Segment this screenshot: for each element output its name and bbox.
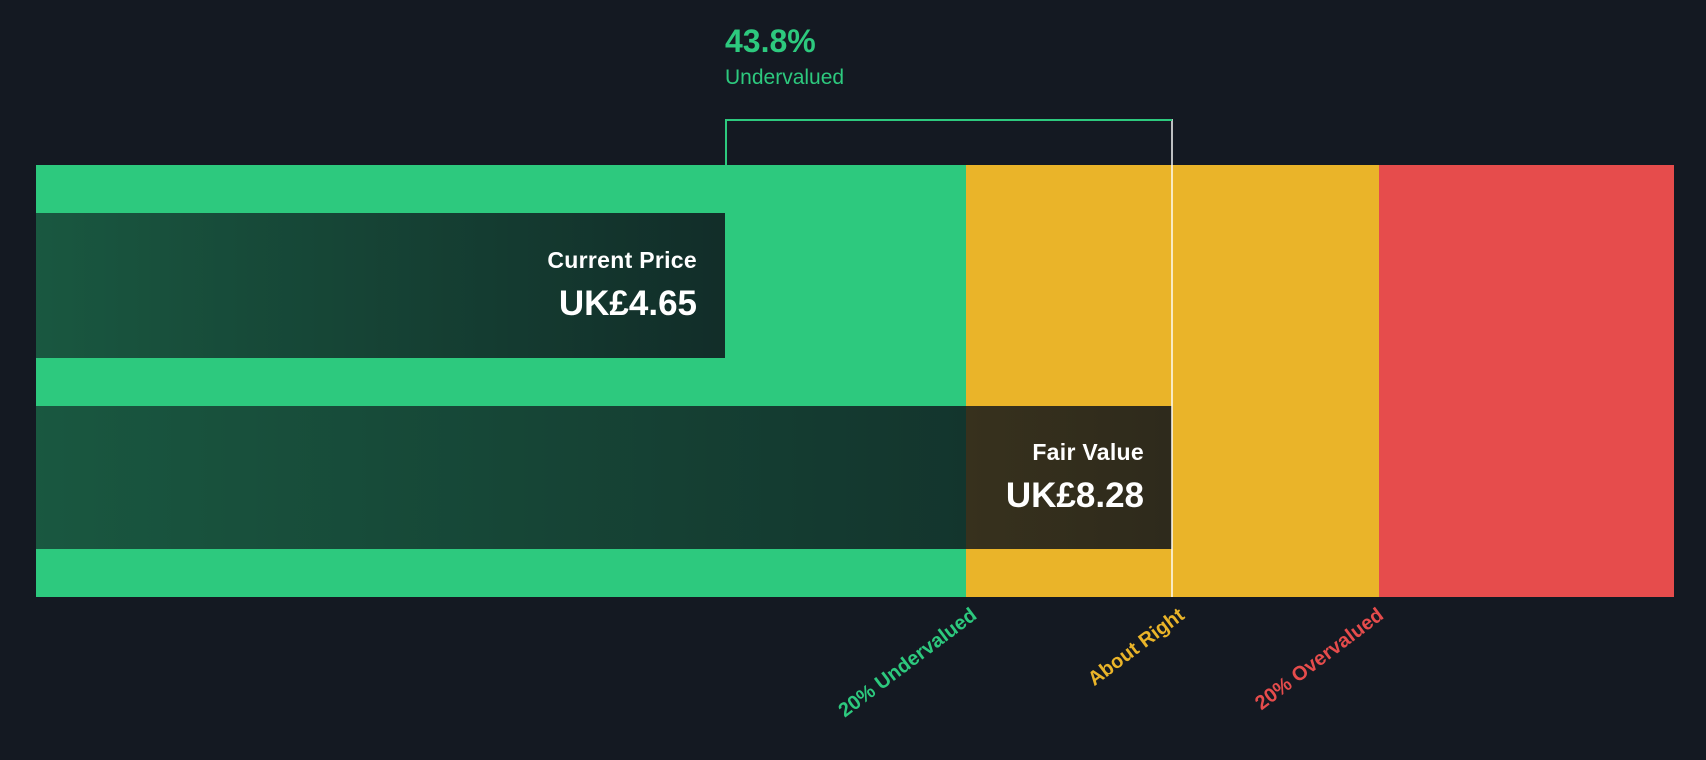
discount-percentage: 43.8% [725, 23, 816, 59]
valuation-bar-area: Current Price UK£4.65 Fair Value UK£8.28 [36, 165, 1674, 597]
current-price-value: UK£4.65 [558, 284, 697, 323]
current-price-bar: Current Price UK£4.65 [36, 213, 725, 358]
discount-annotation: 43.8% Undervalued [725, 23, 845, 90]
fair-value-label: Fair Value [1032, 439, 1144, 465]
fair-value-marker-line [1171, 119, 1173, 597]
discount-label: Undervalued [725, 66, 845, 90]
axis-label-undervalued: 20% Undervalued [834, 604, 982, 722]
zone-overvalued [1379, 165, 1674, 597]
axis-label-overvalued: 20% Overvalued [1251, 604, 1389, 715]
current-price-label: Current Price [547, 247, 697, 273]
axis-label-about-right: About Right [1083, 604, 1189, 691]
fair-value-bar: Fair Value UK£8.28 [36, 406, 1172, 549]
discount-bracket-left-tick [725, 119, 727, 214]
fair-value-value: UK£8.28 [1005, 476, 1144, 515]
discount-bracket-horizontal-line [725, 119, 1172, 121]
